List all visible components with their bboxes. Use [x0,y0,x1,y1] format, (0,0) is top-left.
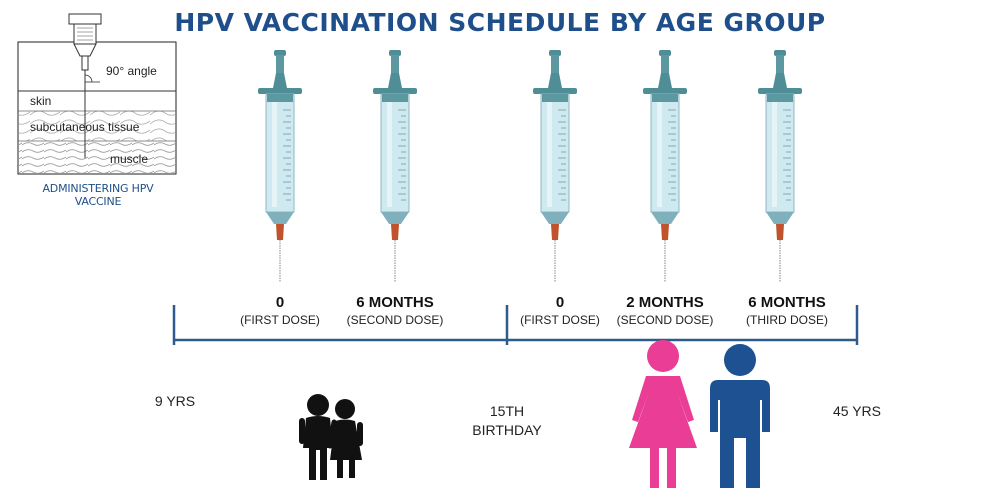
skin-label: skin [30,94,52,108]
children-icon [299,394,363,480]
dose-label: 6 MONTHS (SECOND DOSE) [335,294,455,328]
page-title: HPV VACCINATION SCHEDULE BY AGE GROUP [174,8,826,37]
syringe-icon [642,49,688,283]
subcutaneous-label: subcutaneous tissue [30,120,140,134]
dose-label: 0 (FIRST DOSE) [220,294,340,328]
muscle-label: muscle [110,152,149,166]
timeline-middle-line1: 15TH [489,403,525,419]
dose-desc: (FIRST DOSE) [520,313,600,327]
dose-desc: (SECOND DOSE) [616,313,714,327]
diagram-caption: ADMINISTERING HPV VACCINE [42,182,154,208]
syringe-icon [372,49,418,283]
syringe-icon [757,49,803,283]
timeline-middle-label: 15TH BIRTHDAY [457,402,557,440]
angle-label: 90° angle [106,64,157,78]
dose-time: 0 [555,294,565,311]
dose-time: 0 [275,294,285,311]
dose-desc: (SECOND DOSE) [346,313,444,327]
dose-label: 0 (FIRST DOSE) [500,294,620,328]
syringe-icon [257,49,303,283]
age-timeline [172,305,859,345]
dose-desc: (THIRD DOSE) [746,313,828,327]
dose-label: 2 MONTHS (SECOND DOSE) [605,294,725,328]
injection-diagram [17,13,177,175]
timeline-start-label: 9 YRS [154,393,196,409]
syringe-icon [532,49,578,283]
timeline-middle-line2: BIRTHDAY [472,422,542,438]
male-icon [710,344,770,488]
timeline-end-label: 45 YRS [833,403,881,419]
dose-time: 6 MONTHS [748,294,826,311]
dose-label: 6 MONTHS (THIRD DOSE) [727,294,847,328]
dose-time: 6 MONTHS [356,294,434,311]
dose-time: 2 MONTHS [626,294,704,311]
female-icon [629,340,697,488]
dose-desc: (FIRST DOSE) [240,313,320,327]
